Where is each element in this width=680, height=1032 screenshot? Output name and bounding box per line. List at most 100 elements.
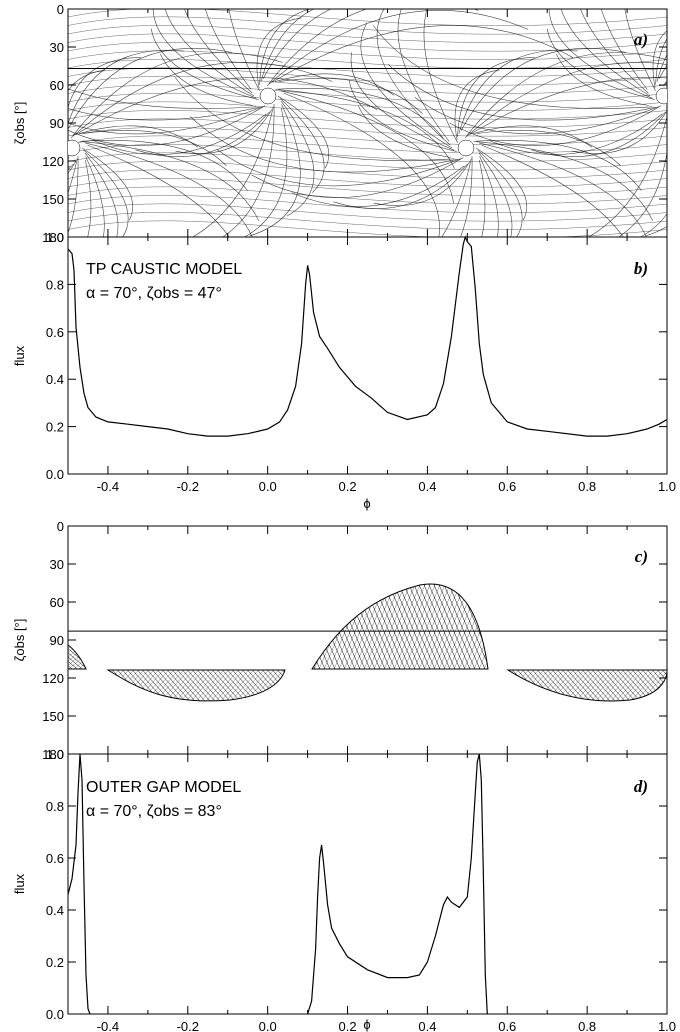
hatch-line	[63, 665, 103, 710]
hatch-line	[391, 584, 433, 669]
x-tick-label: -0.2	[177, 1019, 199, 1032]
hatch-line	[647, 670, 667, 701]
y-tick-label: 0.8	[46, 277, 64, 292]
field-line	[85, 160, 92, 237]
hatch-line	[453, 665, 493, 710]
hatch-line	[88, 640, 128, 674]
hatch-line	[288, 665, 328, 710]
field-line	[68, 59, 667, 77]
emission-outline	[506, 669, 667, 702]
hatch-line	[313, 665, 353, 710]
field-line	[624, 9, 656, 91]
field-line	[72, 62, 333, 137]
y-tick-label: 150	[42, 709, 64, 724]
hatch-line	[642, 670, 667, 701]
field-line	[160, 53, 253, 106]
hatch-line	[312, 584, 318, 669]
field-line	[68, 127, 667, 145]
hatch-line	[312, 584, 328, 669]
hatch-line	[542, 580, 582, 674]
field-line	[333, 163, 468, 209]
y-tick-label: 1.0	[46, 230, 64, 245]
hatch-line	[637, 670, 667, 701]
panel-d-label: d)	[634, 777, 648, 796]
field-line	[164, 9, 255, 97]
hatch-line	[108, 670, 144, 701]
hatch-line	[642, 670, 667, 701]
hatch-line	[668, 665, 680, 710]
panel-b-subtitle: α = 70°, ζobs = 47°	[86, 285, 222, 302]
x-tick-label: 0.0	[259, 479, 277, 494]
field-line	[222, 103, 275, 237]
panel-d-light-curve: -0.4 -0.2 0.0 0.2 0.4 0.6 0.8 1.0 0.0 0.2 0.4 0.6 0.…	[12, 747, 676, 1032]
hatch-line	[298, 665, 338, 710]
hatch-line	[293, 665, 333, 710]
hatch-line	[207, 670, 249, 701]
hatch-line	[108, 670, 119, 701]
hatch-line	[312, 584, 343, 669]
hatch-line	[262, 580, 302, 674]
hatch-line	[197, 670, 239, 701]
hatch-line	[108, 670, 134, 701]
y-tick-label: 150	[42, 192, 64, 207]
hatch-line	[103, 640, 143, 674]
field-line	[68, 220, 667, 237]
hatch-line	[542, 670, 584, 701]
hatch-line	[93, 640, 133, 674]
hatch-line	[137, 670, 179, 701]
hatch-line	[517, 580, 557, 674]
field-line	[481, 144, 624, 237]
field-line	[675, 78, 680, 113]
hatch-line	[597, 670, 639, 701]
hatch-line	[113, 640, 153, 674]
hatch-line	[662, 670, 667, 701]
field-line	[68, 178, 667, 196]
y-tick-label: 120	[42, 671, 64, 686]
field-line	[676, 98, 680, 193]
field-line	[82, 129, 227, 166]
hatch-line	[118, 640, 158, 674]
field-line	[277, 95, 330, 169]
hatch-line	[567, 670, 609, 701]
hatch-line	[333, 665, 373, 710]
hatch-line	[312, 584, 313, 669]
y-tick-label: 0.6	[46, 851, 64, 866]
field-line	[68, 161, 667, 179]
emission-outline	[68, 644, 87, 670]
field-line	[275, 73, 395, 96]
hatch-line	[98, 640, 138, 674]
hatch-line	[68, 645, 84, 669]
hatch-line	[497, 580, 537, 674]
hatch-line	[187, 670, 229, 701]
field-line	[150, 28, 259, 100]
hatch-line	[448, 665, 488, 710]
hatch-line	[486, 584, 488, 669]
hatch-line	[68, 645, 79, 669]
field-line	[68, 110, 667, 128]
field-line	[68, 152, 667, 171]
hatch-line	[602, 670, 644, 701]
hatch-line	[492, 580, 532, 674]
emission-group	[63, 580, 680, 710]
hatch-line	[128, 640, 168, 674]
x-tick-label: 0.4	[418, 479, 436, 494]
hatch-line	[517, 580, 557, 674]
hatch-line	[508, 670, 524, 701]
hatch-line	[68, 645, 86, 669]
pole-hole	[457, 139, 475, 157]
hatch-line	[592, 670, 634, 701]
field-line	[68, 155, 79, 234]
hatch-line	[232, 670, 274, 701]
field-line	[85, 142, 253, 237]
hatch-line	[508, 670, 514, 701]
hatch-line	[167, 670, 209, 701]
field-line	[397, 9, 450, 142]
x-tick-label: 0.2	[338, 1019, 356, 1032]
y-tick-label: 0.4	[46, 372, 64, 387]
field-line	[656, 54, 667, 82]
field-line	[68, 118, 667, 137]
hatch-line	[343, 665, 383, 710]
hatch-line	[323, 665, 363, 710]
hatch-line	[312, 584, 323, 669]
field-line	[271, 25, 574, 83]
